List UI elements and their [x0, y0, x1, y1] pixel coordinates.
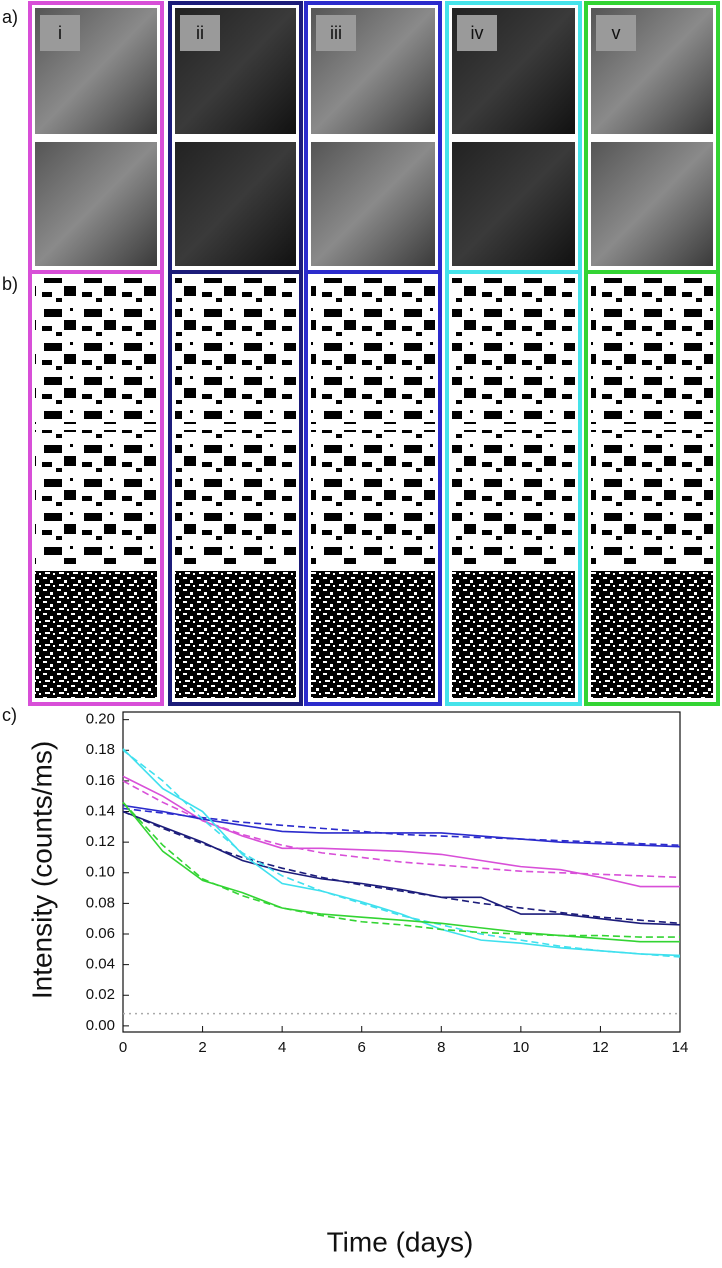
label-box	[316, 15, 356, 51]
binary-image	[452, 571, 575, 698]
series-line	[122, 807, 681, 847]
binary-image	[591, 430, 713, 564]
x-tick-label: 0	[119, 1039, 127, 1056]
photo	[311, 142, 435, 266]
panel-id: i	[58, 23, 62, 43]
panel-id: v	[612, 23, 621, 43]
panel-label: c)	[2, 705, 17, 725]
panel-id: iv	[471, 23, 484, 43]
binary-image	[591, 278, 713, 424]
label-box	[180, 15, 220, 51]
y-tick-label: 0.00	[86, 1017, 115, 1034]
binary-image	[175, 571, 296, 698]
binary-image	[175, 278, 296, 424]
x-tick-label: 10	[513, 1039, 530, 1056]
y-axis-label: Intensity (counts/ms)	[26, 741, 57, 999]
panel-id: iii	[330, 23, 342, 43]
binary-image	[311, 430, 435, 564]
photo	[452, 142, 575, 266]
series-line	[122, 804, 681, 848]
series-line	[122, 801, 680, 938]
series-line	[122, 810, 681, 925]
panel-label: b)	[2, 274, 18, 294]
binary-image	[591, 571, 713, 698]
label-box	[457, 15, 497, 51]
photo	[35, 142, 157, 266]
binary-image	[311, 571, 435, 698]
y-tick-label: 0.08	[86, 894, 115, 911]
x-tick-label: 2	[198, 1039, 206, 1056]
y-tick-label: 0.18	[86, 741, 115, 758]
binary-image	[311, 278, 435, 424]
binary-image	[452, 278, 575, 424]
x-tick-label: 4	[278, 1039, 286, 1056]
binary-image	[35, 430, 157, 564]
y-tick-label: 0.04	[86, 956, 115, 973]
y-tick-label: 0.06	[86, 925, 115, 942]
y-tick-label: 0.16	[86, 772, 115, 789]
y-tick-label: 0.12	[86, 833, 115, 850]
binary-image	[175, 430, 296, 564]
photo	[175, 142, 296, 266]
panel-label: a)	[2, 7, 18, 27]
y-tick-label: 0.20	[86, 711, 115, 728]
x-tick-label: 8	[437, 1039, 445, 1056]
series-line	[122, 749, 681, 958]
binary-image	[35, 571, 157, 698]
plot-area	[122, 711, 681, 1033]
label-box	[40, 15, 80, 51]
panel-id: ii	[196, 23, 204, 43]
x-tick-label: 14	[672, 1039, 689, 1056]
y-tick-label: 0.14	[86, 802, 115, 819]
photo	[591, 142, 713, 266]
y-tick-label: 0.10	[86, 864, 115, 881]
label-box	[596, 15, 636, 51]
x-tick-label: 12	[592, 1039, 609, 1056]
y-tick-label: 0.02	[86, 986, 115, 1003]
x-axis-label: Time (days)	[327, 1226, 474, 1257]
binary-image	[35, 278, 157, 424]
x-tick-label: 6	[358, 1039, 366, 1056]
binary-image	[452, 430, 575, 564]
